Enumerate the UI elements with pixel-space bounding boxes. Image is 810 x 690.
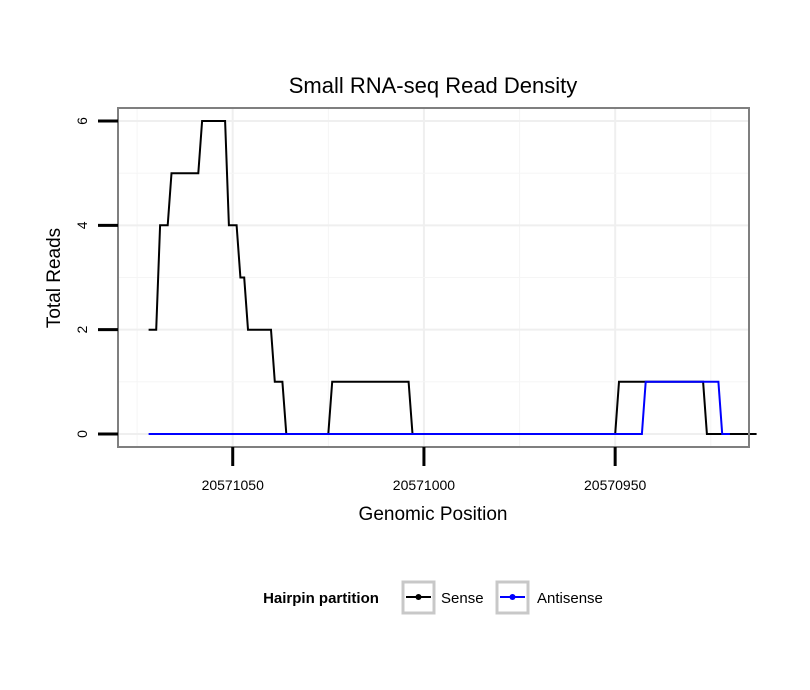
y-tick-label-1: 2 xyxy=(74,326,90,334)
legend-point-antisense xyxy=(509,594,516,600)
x-tick-label-2: 20570950 xyxy=(584,477,647,493)
legend-point-sense xyxy=(415,594,422,600)
y-tick-label-3: 6 xyxy=(74,117,90,125)
chart-title: Small RNA-seq Read Density xyxy=(289,73,578,98)
x-tick-label-0: 20571050 xyxy=(202,477,265,493)
series-line-antisense xyxy=(148,380,730,435)
y-tick-label-2: 4 xyxy=(74,221,90,229)
y-axis-title: Total Reads xyxy=(44,228,65,328)
x-axis-title: Genomic Position xyxy=(359,504,508,525)
x-axis: 20571050 20571000 20570950 xyxy=(202,447,647,493)
y-axis: 0 2 4 6 xyxy=(74,117,118,438)
legend-title: Hairpin partition xyxy=(263,590,379,607)
legend-label-antisense: Antisense xyxy=(537,590,603,607)
plot-border xyxy=(117,107,750,448)
legend: Hairpin partition Sense Antisense xyxy=(263,580,603,615)
y-tick-label-0: 0 xyxy=(74,430,90,438)
x-tick-label-1: 20571000 xyxy=(393,477,456,493)
legend-label-sense: Sense xyxy=(441,590,484,607)
series-lines xyxy=(148,120,757,435)
